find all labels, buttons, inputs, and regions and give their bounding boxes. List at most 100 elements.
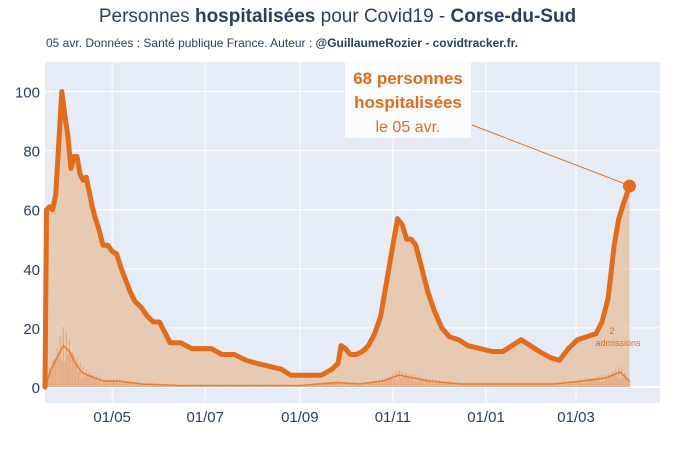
admission-bar (363, 384, 365, 387)
admission-bar (535, 383, 537, 387)
admission-bar (595, 376, 597, 387)
admission-bar (537, 383, 539, 387)
admission-bar (393, 379, 396, 387)
hospitalised-area (45, 91, 630, 387)
admission-bar (453, 384, 455, 387)
admission-bar (596, 380, 599, 387)
y-tick-label: 0 (32, 380, 40, 397)
admission-bar (378, 379, 380, 387)
admission-bar (520, 384, 522, 387)
admission-bar (583, 383, 585, 387)
admission-bar (473, 384, 475, 387)
admission-bar (352, 382, 354, 387)
admission-bar (505, 382, 507, 387)
admission-bar (554, 383, 556, 387)
admission-bar (280, 385, 283, 387)
admission-bar (482, 383, 484, 387)
admission-bar (140, 384, 142, 387)
admission-bar (372, 380, 374, 387)
admission-bar (390, 377, 393, 387)
chart-title: Personnes hospitalisées pour Covid19 - C… (98, 6, 577, 27)
annotation-line-3: le 05 avr. (376, 119, 441, 136)
admission-bar (332, 381, 335, 387)
y-tick-label: 40 (23, 262, 40, 279)
admission-bar (149, 383, 151, 387)
admission-bar (581, 378, 583, 387)
admissions-value: 2 (609, 326, 614, 336)
y-tick-label: 60 (23, 203, 40, 220)
admission-bar (116, 378, 118, 387)
admission-bar (410, 378, 412, 387)
admission-bar (569, 382, 571, 387)
annotation-box (345, 62, 471, 138)
admission-bar (142, 383, 144, 387)
admission-bar (187, 385, 190, 387)
admission-bar (190, 385, 193, 387)
admission-bar (47, 380, 49, 387)
admission-bar (406, 374, 408, 387)
admission-bar (358, 382, 360, 387)
admission-bar (404, 373, 406, 387)
admission-bar (56, 347, 58, 387)
admission-bar (551, 383, 553, 387)
admission-bar (570, 380, 573, 387)
admission-bar (436, 383, 438, 387)
admission-bar (65, 332, 67, 387)
admission-bar (430, 382, 432, 387)
admission-bar (110, 379, 112, 387)
x-axis: 01/05 01/07 01/09 01/11 01/01 01/03 (93, 409, 594, 426)
admission-bar (627, 377, 629, 387)
admission-bar (364, 381, 367, 387)
admission-bar (100, 383, 103, 387)
admission-bar (334, 382, 336, 387)
admission-bar (418, 375, 420, 387)
admission-bar (341, 381, 344, 387)
admission-bar (421, 377, 423, 387)
admission-bar (322, 382, 324, 387)
admission-bar (428, 378, 431, 387)
admission-bar (171, 385, 173, 387)
admission-bar (317, 384, 319, 387)
admission-bar (439, 382, 441, 387)
admission-bar (546, 385, 548, 387)
admission-bar (345, 381, 347, 387)
admission-bar (50, 369, 52, 387)
admission-bar (488, 382, 490, 387)
admission-bar (132, 381, 135, 387)
admission-bar (312, 383, 315, 387)
admission-bar (303, 385, 306, 387)
admission-bar (67, 354, 69, 387)
admission-bar (468, 382, 470, 387)
admission-bar (558, 382, 560, 387)
admissions-line (44, 344, 631, 388)
admission-bar (483, 384, 486, 387)
admission-bar (64, 361, 66, 387)
admission-bar (122, 379, 124, 387)
admission-bar (207, 385, 209, 387)
admission-bar (328, 381, 330, 387)
admission-bar (528, 382, 530, 387)
admission-bar (253, 385, 255, 387)
admission-bar (613, 374, 615, 387)
admission-bar (126, 381, 129, 387)
hospitalised-line (42, 89, 632, 390)
admission-bar (329, 382, 331, 387)
annotation-connector (471, 124, 626, 185)
admission-bar (508, 382, 510, 387)
admission-bar (61, 360, 63, 387)
x-tick-label: 01/09 (281, 409, 319, 426)
admission-bar (287, 386, 289, 387)
admission-bar (213, 385, 215, 387)
admission-bar (409, 374, 411, 387)
admission-bar (529, 384, 531, 387)
admission-bar (306, 385, 309, 387)
admission-bar (357, 384, 359, 387)
admission-bar (103, 382, 106, 387)
admission-bar (584, 377, 586, 387)
admission-bar (590, 378, 592, 387)
admission-bar (412, 374, 414, 387)
admission-bar (416, 381, 418, 387)
admission-bar (300, 385, 302, 387)
admission-bar (444, 381, 446, 387)
admission-bar (290, 385, 292, 387)
